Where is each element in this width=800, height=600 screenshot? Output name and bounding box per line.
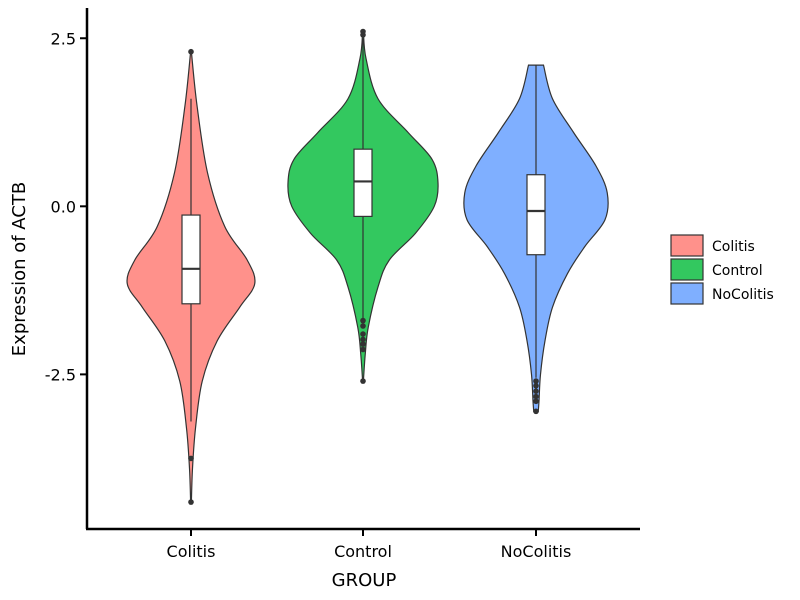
legend-label-control: Control (712, 263, 763, 279)
legend-swatch-colitis (670, 234, 704, 257)
outlier-point-colitis (188, 48, 194, 55)
box-nocolitis (526, 174, 546, 256)
outlier-point-control (360, 341, 366, 347)
x-ticks: Colitis Control NoColitis (167, 529, 572, 561)
legend: Colitis Control NoColitis (670, 234, 774, 305)
outlier-point-nocolitis (533, 393, 539, 400)
outlier-point-control (360, 346, 366, 353)
legend-swatch-nocolitis (670, 282, 704, 305)
violins-layer (126, 28, 609, 505)
x-tick-label-nocolitis: NoColitis (501, 542, 572, 561)
outlier-point-nocolitis (533, 383, 539, 389)
x-tick-label-control: Control (334, 542, 392, 561)
box-colitis (181, 214, 201, 305)
y-axis-title: Expression of ACTB (9, 182, 30, 356)
outlier-point-control (360, 317, 366, 324)
violin-group-nocolitis (463, 64, 609, 415)
outlier-point-control (360, 331, 366, 337)
outlier-point-nocolitis (533, 398, 539, 405)
violin-group-control (287, 28, 439, 384)
outlier-point-control (360, 32, 366, 38)
legend-swatch-control (670, 258, 704, 281)
outlier-point-control (360, 378, 366, 384)
box-control (353, 148, 373, 218)
legend-label-nocolitis: NoColitis (712, 287, 774, 303)
outlier-point-control (360, 336, 366, 343)
y-ticks: 2.5 0.0 -2.5 (45, 29, 87, 384)
y-tick-label: -2.5 (45, 365, 76, 384)
y-tick-label: 2.5 (51, 29, 76, 48)
outlier-point-colitis (188, 499, 194, 505)
outlier-point-nocolitis (533, 378, 539, 384)
x-tick-label-colitis: Colitis (167, 542, 216, 561)
outlier-point-control (360, 323, 366, 329)
y-tick-label: 0.0 (51, 197, 76, 216)
legend-label-colitis: Colitis (712, 239, 755, 255)
outlier-point-colitis (188, 455, 194, 462)
outlier-point-nocolitis (533, 408, 539, 415)
violin-group-colitis (126, 48, 256, 505)
x-axis-title: GROUP (332, 570, 397, 591)
outlier-point-nocolitis (533, 388, 539, 394)
